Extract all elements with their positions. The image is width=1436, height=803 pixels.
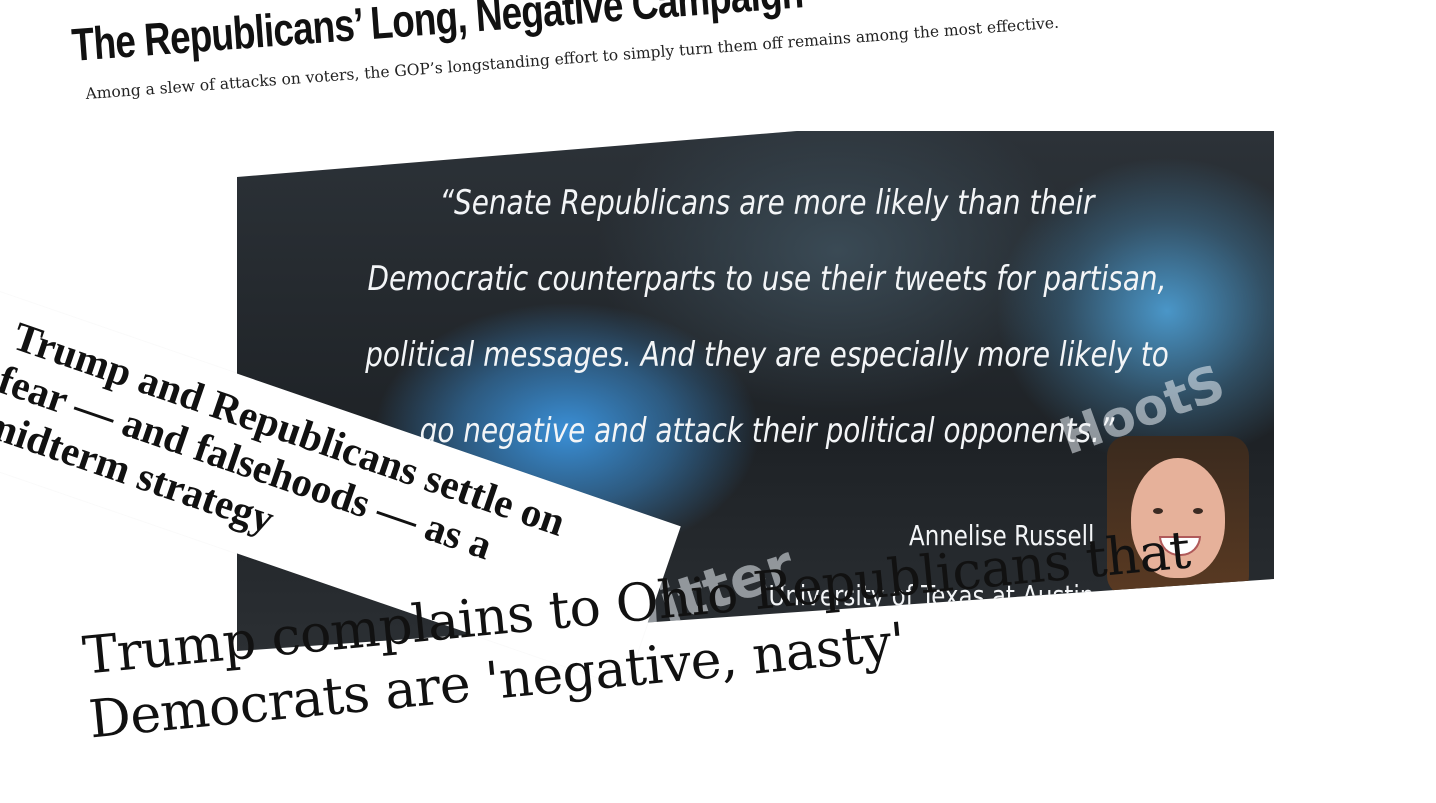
- headline-long-negative-campaign: The Republicans’ Long, Negative Campaign…: [70, 0, 1074, 106]
- eye-left: [1153, 508, 1163, 514]
- quote-text: “Senate Republicans are more likely than…: [365, 183, 1169, 451]
- author-name: Annelise Russell: [908, 519, 1094, 552]
- author-face: [1131, 458, 1225, 578]
- eye-right: [1193, 508, 1203, 514]
- author-photo: [1107, 436, 1249, 596]
